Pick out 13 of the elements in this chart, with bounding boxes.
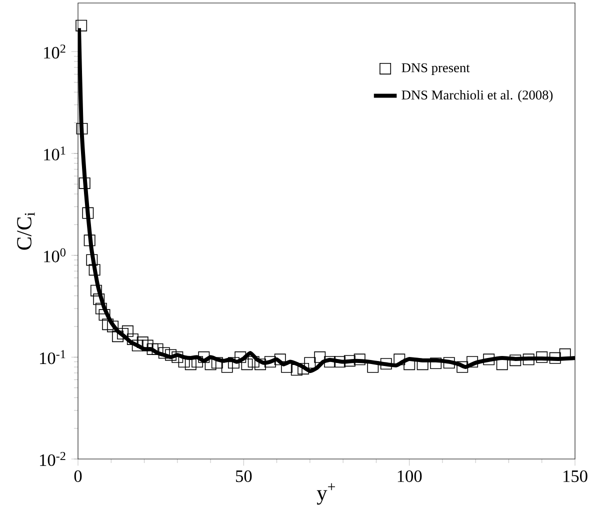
x-tick-label: 150: [564, 470, 588, 482]
legend-label: DNS present: [402, 63, 470, 75]
y-tick-label: 10$^{-2}$: [40, 452, 66, 466]
legend-label: DNS Marchioli et al. (2008): [402, 90, 553, 102]
x-tick-label: 100: [398, 470, 422, 482]
y-tick-label: 10$^{1}$: [44, 146, 66, 160]
x-tick-label: 0: [74, 470, 82, 482]
y-tick-label: 10$^{-1}$: [40, 350, 66, 364]
x-tick-label: 50: [236, 470, 252, 482]
y-tick-label: 10$^{2}$: [44, 44, 66, 59]
x-axis-title: y$^{+}$: [316, 483, 335, 505]
y-tick-label: 10$^{0}$: [44, 248, 66, 262]
y-axis-title: C/C$_{i}$: [17, 212, 35, 250]
